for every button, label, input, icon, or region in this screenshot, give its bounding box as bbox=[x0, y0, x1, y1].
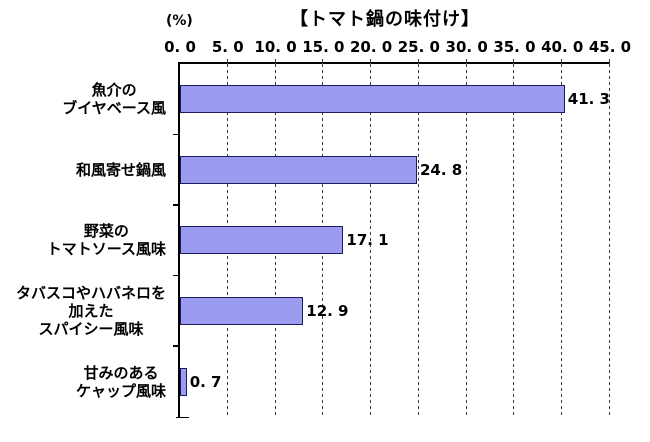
x-axis-tick-label: 35. 0 bbox=[493, 38, 536, 56]
bar-row: 0. 7 bbox=[180, 346, 610, 417]
y-axis-tick-mark bbox=[173, 204, 178, 206]
x-axis-tick-label: 45. 0 bbox=[588, 38, 632, 56]
gridline bbox=[370, 64, 372, 417]
value-label: 17. 1 bbox=[346, 231, 389, 250]
bar bbox=[180, 85, 565, 114]
x-axis-line bbox=[178, 62, 610, 64]
x-axis-tick-label: 20. 0 bbox=[349, 38, 393, 56]
category-label-text: タバスコやハバネロを 加えた スパイシー風味 bbox=[15, 284, 166, 339]
x-axis-tick-label: 15. 0 bbox=[302, 38, 345, 56]
bar bbox=[180, 226, 344, 255]
x-axis-tick-mark bbox=[226, 59, 228, 64]
value-label: 24. 8 bbox=[419, 160, 463, 179]
y-axis-tick-mark bbox=[173, 133, 178, 136]
bar bbox=[180, 155, 417, 184]
gridline bbox=[465, 64, 467, 417]
gridline bbox=[417, 64, 419, 417]
category-label-text: 和風寄せ鍋風 bbox=[75, 160, 166, 179]
x-axis-tick-mark bbox=[561, 59, 563, 64]
bar-row: 24. 8 bbox=[180, 135, 610, 206]
x-axis-tick-mark bbox=[322, 59, 324, 64]
x-axis-tick-mark bbox=[465, 59, 467, 64]
x-axis-tick-label: 10. 0 bbox=[254, 38, 297, 56]
x-axis-tick-label: 30. 0 bbox=[445, 38, 488, 56]
category-label: 和風寄せ鍋風 bbox=[0, 135, 172, 206]
category-label-text: 甘みのある ケャップ風味 bbox=[75, 363, 166, 400]
y-axis-bottom-tick bbox=[176, 416, 189, 418]
bar-row: 41. 3 bbox=[180, 64, 610, 135]
percent-unit-label: (%) bbox=[166, 13, 193, 29]
y-axis-tick-mark bbox=[173, 345, 178, 347]
value-label: 12. 9 bbox=[306, 302, 349, 321]
value-label: 0. 7 bbox=[189, 372, 222, 391]
gridline bbox=[561, 64, 563, 417]
x-axis-tick-label: 25. 0 bbox=[397, 38, 440, 56]
x-axis-tick-mark bbox=[370, 59, 372, 64]
category-label-text: 魚介の ブイヤベース風 bbox=[62, 81, 166, 118]
y-axis-line bbox=[178, 62, 180, 417]
bar-row: 12. 9 bbox=[180, 276, 610, 347]
plot-area: 41. 3 24. 8 17. 1 12. 9 0. 7 bbox=[173, 59, 610, 418]
x-axis-tick-label: 5. 0 bbox=[211, 38, 244, 56]
x-axis-tick-mark bbox=[513, 59, 515, 64]
x-axis-tick-label: 40. 0 bbox=[541, 38, 584, 56]
y-axis-tick-mark bbox=[173, 274, 178, 277]
x-axis-tick-label: 0. 0 bbox=[164, 38, 196, 56]
bar bbox=[180, 297, 304, 326]
category-label: 野菜の トマトソース風味 bbox=[0, 205, 172, 276]
gridline bbox=[513, 64, 515, 417]
category-axis-labels: 魚介の ブイヤベース風和風寄せ鍋風野菜の トマトソース風味タバスコやハバネロを … bbox=[0, 64, 172, 417]
category-label: 魚介の ブイヤベース風 bbox=[0, 64, 172, 135]
x-axis-tick-mark bbox=[417, 59, 419, 64]
gridline bbox=[609, 64, 610, 417]
bar bbox=[180, 367, 187, 396]
value-label: 41. 3 bbox=[567, 90, 610, 109]
bar-row: 17. 1 bbox=[180, 205, 610, 276]
x-axis-tick-mark bbox=[274, 59, 276, 64]
chart-title: 【トマト鍋の味付け】 bbox=[290, 9, 480, 30]
category-label-text: 野菜の トマトソース風味 bbox=[46, 222, 166, 259]
x-axis-tick-mark bbox=[609, 59, 610, 64]
category-label: 甘みのある ケャップ風味 bbox=[0, 346, 172, 417]
category-label: タバスコやハバネロを 加えた スパイシー風味 bbox=[0, 276, 172, 347]
